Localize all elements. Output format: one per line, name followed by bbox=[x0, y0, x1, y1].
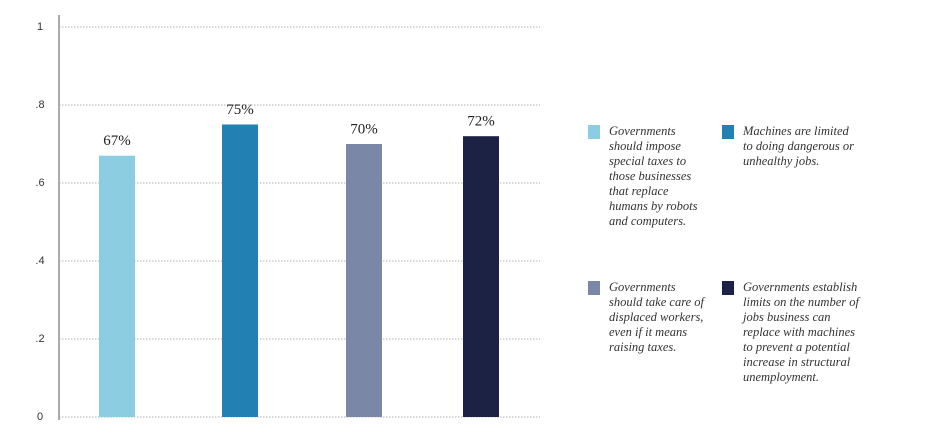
legend-swatch bbox=[722, 125, 734, 139]
legend-label: Governments should impose special taxes … bbox=[609, 124, 698, 228]
y-tick-label: 1 bbox=[37, 21, 43, 33]
legend-label: Governments establish limits on the numb… bbox=[743, 280, 859, 384]
y-tick-label: .6 bbox=[35, 177, 44, 189]
legend-swatch bbox=[722, 281, 734, 295]
bar bbox=[346, 144, 382, 417]
value-label: 75% bbox=[226, 102, 254, 118]
legend-swatch bbox=[588, 125, 600, 139]
y-tick-label: .8 bbox=[35, 99, 44, 111]
value-label: 72% bbox=[467, 114, 495, 130]
y-tick-label: 0 bbox=[37, 411, 43, 423]
value-label: 67% bbox=[103, 133, 131, 149]
bar bbox=[99, 155, 135, 417]
value-label: 70% bbox=[350, 121, 378, 137]
bar bbox=[222, 124, 258, 417]
legend-label: Governments should take care of displace… bbox=[609, 280, 705, 354]
legend-label: Machines are limited to doing dangerous … bbox=[743, 124, 854, 168]
y-tick-label: .4 bbox=[35, 255, 44, 267]
legend-swatch bbox=[588, 281, 600, 295]
bar bbox=[463, 136, 499, 417]
y-tick-label: .2 bbox=[35, 333, 44, 345]
